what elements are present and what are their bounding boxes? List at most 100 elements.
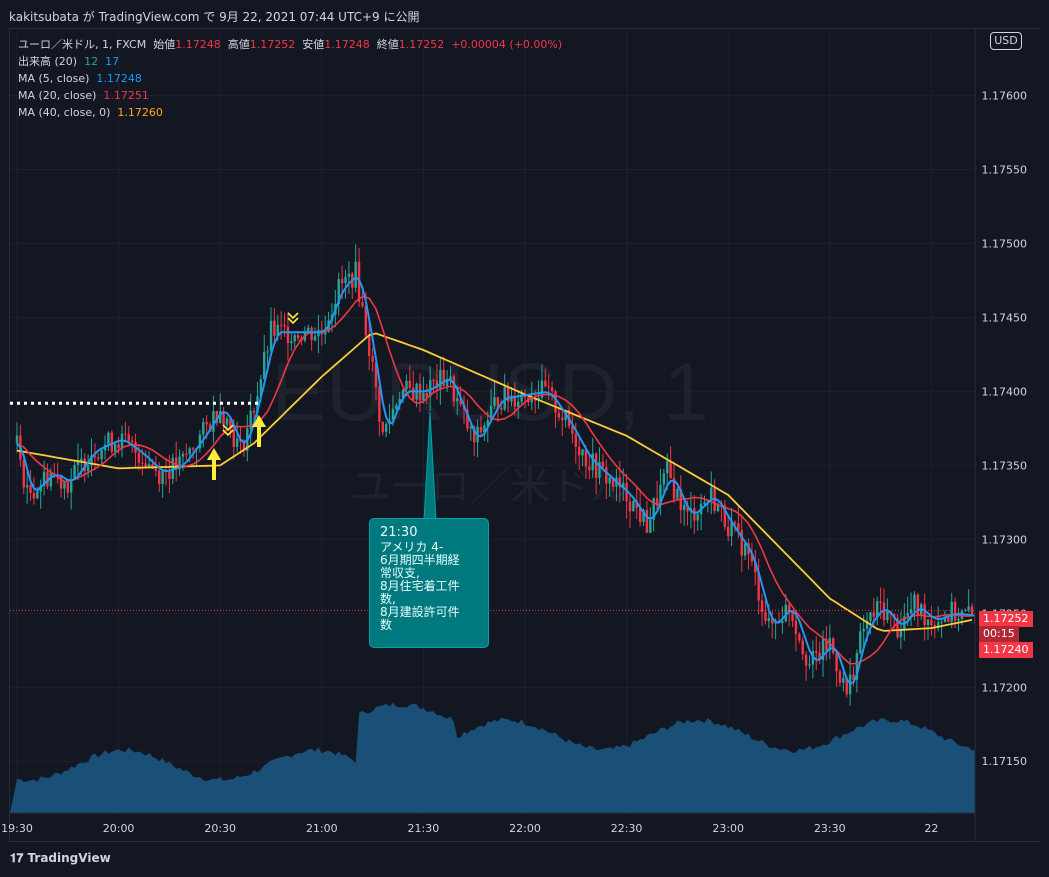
candle-body <box>669 461 672 479</box>
time-axis[interactable]: 19:30 20:00 20:30 21:00 21:30 22:00 22:30 23:00… <box>1 812 975 835</box>
legend-ma40-row[interactable]: MA (40, close, 0) 1.17260 <box>18 104 562 121</box>
candle-body <box>80 458 83 462</box>
candle-body <box>130 440 134 442</box>
candle-body <box>459 398 462 405</box>
candle-body <box>710 487 713 501</box>
candle-body <box>520 393 523 402</box>
candle-body <box>591 453 594 471</box>
candle-body <box>561 417 564 421</box>
candle-body <box>970 606 974 615</box>
candle-body <box>859 631 862 653</box>
candle-body <box>872 612 876 617</box>
candle-body <box>479 426 483 433</box>
candle-body <box>506 387 510 402</box>
candle-body <box>307 327 310 333</box>
candle-body <box>530 398 533 403</box>
candle-body <box>493 397 496 406</box>
price-tick-label: 1.17150 <box>982 755 1028 768</box>
legend-volume-row[interactable]: 出来高 (20) 12 17 <box>18 53 562 70</box>
candle-body <box>137 452 141 463</box>
tradingview-logo[interactable]: 𝟏𝟕 TradingView <box>10 851 111 866</box>
legend-low-label: 安値 <box>302 38 325 51</box>
candle-body <box>378 387 381 422</box>
candle-body <box>588 466 591 471</box>
candle-body <box>953 601 957 621</box>
candle-body <box>313 336 317 341</box>
candle-body <box>347 273 351 277</box>
legend-symbol[interactable]: ユーロ／米ドル, 1, FXCM <box>18 38 147 51</box>
candle-body <box>594 453 598 478</box>
candle-body <box>818 652 821 660</box>
candle-body <box>964 609 967 611</box>
candle-body <box>808 664 811 666</box>
candle-body <box>662 473 666 485</box>
event-callout[interactable]: 21:30 アメリカ 4- 6月期四半期経 常収支, 8月住宅着工件 数, 8月… <box>369 518 489 648</box>
time-tick-label: 20:30 <box>204 822 236 835</box>
legend-ma20-row[interactable]: MA (20, close) 1.17251 <box>18 87 562 104</box>
candle-body <box>259 379 263 397</box>
candle-body <box>655 498 659 506</box>
candle-body <box>412 387 415 400</box>
time-tick-label: 21:00 <box>306 822 338 835</box>
candle-body <box>727 526 730 537</box>
price-axis[interactable]: 1.17600 1.17550 1.17500 1.17450 1.17400 1.173… <box>974 29 1041 841</box>
candle-body <box>787 604 791 612</box>
candle-body <box>86 465 90 472</box>
candle-body <box>767 617 771 622</box>
candle-body <box>384 424 388 432</box>
candle-body <box>408 380 412 388</box>
price-axis-bg <box>975 29 1041 841</box>
candle-body <box>804 654 808 666</box>
candle-body <box>76 461 80 465</box>
candle-body <box>252 410 256 413</box>
callout-line: 常収支, <box>380 566 420 580</box>
time-tick-label: 23:00 <box>712 822 744 835</box>
callout-line: 数, <box>380 592 396 606</box>
candle-body <box>693 508 696 521</box>
candle-body <box>828 638 831 651</box>
candle-body <box>114 444 117 452</box>
candle-body <box>212 411 215 432</box>
candle-body <box>29 484 32 493</box>
candle-body <box>215 411 219 424</box>
volume-area <box>10 702 976 813</box>
legend-close-label: 終値 <box>376 38 399 51</box>
legend: ユーロ／米ドル, 1, FXCM 始値1.17248 高値1.17252 安値1… <box>18 36 562 121</box>
candle-body <box>682 505 686 511</box>
candle-body <box>577 446 581 456</box>
candle-body <box>405 380 408 390</box>
candle-body <box>896 618 899 638</box>
candle-body <box>503 387 506 410</box>
candle-body <box>361 302 364 307</box>
candle-body <box>628 501 632 512</box>
candle-body <box>723 505 727 527</box>
candle-body <box>757 572 760 601</box>
time-tick-label: 22 <box>924 822 938 835</box>
candle-body <box>32 492 36 499</box>
candle-body <box>25 484 29 488</box>
legend-ma5-row[interactable]: MA (5, close) 1.17248 <box>18 70 562 87</box>
price-tick-label: 1.17600 <box>982 90 1028 103</box>
candle-body <box>825 638 828 651</box>
candle-body <box>855 652 859 680</box>
currency-button[interactable]: USD <box>990 32 1022 50</box>
candle-body <box>550 387 554 392</box>
candle-body <box>59 474 63 489</box>
candle-body <box>625 482 628 502</box>
candle-body <box>632 501 635 512</box>
candle-body <box>737 523 740 530</box>
legend-volume-label: 出来高 (20) <box>18 55 78 68</box>
ma20-line <box>16 295 973 665</box>
candle-body <box>676 488 679 499</box>
legend-open-label: 始値 <box>153 38 176 51</box>
candle-body <box>202 422 205 435</box>
publish-text: kakitsubata が TradingView.com で 9月 22, 2… <box>9 10 420 24</box>
candle-body <box>49 473 53 487</box>
candle-body <box>554 391 557 413</box>
candle-body <box>283 324 286 327</box>
candle-body <box>642 509 645 523</box>
candle-body <box>117 444 120 449</box>
candle-body <box>754 561 757 573</box>
candle-body <box>466 409 469 429</box>
